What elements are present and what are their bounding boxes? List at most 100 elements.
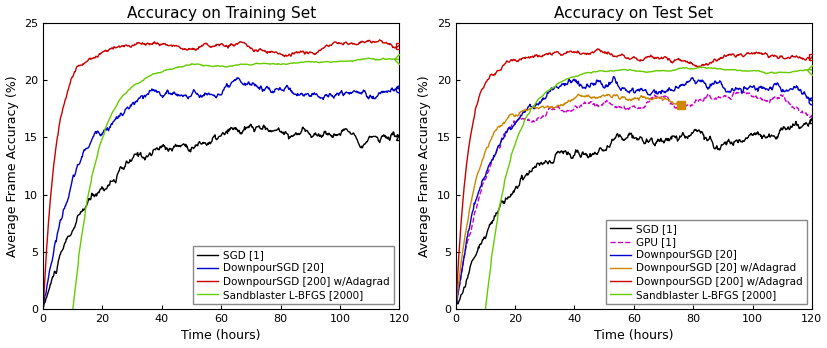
DownpourSGD [200] w/Adagrad xyxy=(275,52,285,56)
Sandblaster L-BFGS [2000] xyxy=(806,68,816,72)
Title: Accuracy on Test Set: Accuracy on Test Set xyxy=(553,6,713,21)
SGD [1] xyxy=(450,307,460,311)
SGD [1] xyxy=(805,117,815,121)
SGD [1] xyxy=(611,132,621,136)
DownpourSGD [200] w/Adagrad xyxy=(394,44,404,48)
Line: GPU [1]: GPU [1] xyxy=(455,92,811,309)
DownpourSGD [200] w/Adagrad xyxy=(719,53,729,57)
Legend: SGD [1], GPU [1], DownpourSGD [20], DownpourSGD [20] w/Adagrad, DownpourSGD [200: SGD [1], GPU [1], DownpourSGD [20], Down… xyxy=(605,220,805,304)
Sandblaster L-BFGS [2000] xyxy=(394,57,404,62)
DownpourSGD [20] xyxy=(248,81,258,85)
Sandblaster L-BFGS [2000] xyxy=(101,125,111,129)
DownpourSGD [200] w/Adagrad xyxy=(806,55,816,59)
SGD [1] xyxy=(718,142,728,146)
DownpourSGD [200] w/Adagrad xyxy=(199,42,209,46)
DownpourSGD [20] w/Adagrad xyxy=(551,105,561,109)
Y-axis label: Average Frame Accuracy (%): Average Frame Accuracy (%) xyxy=(418,75,431,257)
DownpourSGD [20] w/Adagrad xyxy=(623,98,633,102)
DownpourSGD [20] xyxy=(612,82,622,86)
DownpourSGD [20] xyxy=(233,76,243,80)
DownpourSGD [200] w/Adagrad xyxy=(592,47,602,51)
Line: Sandblaster L-BFGS [2000]: Sandblaster L-BFGS [2000] xyxy=(73,58,399,309)
GPU [1] xyxy=(688,102,698,106)
GPU [1] xyxy=(718,94,728,98)
SGD [1] xyxy=(542,160,552,165)
DownpourSGD [20] xyxy=(276,88,286,92)
DownpourSGD [20] w/Adagrad xyxy=(572,92,582,96)
DownpourSGD [20] xyxy=(661,89,671,94)
DownpourSGD [20] xyxy=(542,90,552,95)
DownpourSGD [20] w/Adagrad xyxy=(585,95,595,100)
Line: DownpourSGD [20]: DownpourSGD [20] xyxy=(43,78,399,309)
DownpourSGD [20] w/Adagrad xyxy=(575,93,585,97)
SGD [1] xyxy=(513,184,523,188)
DownpourSGD [20] w/Adagrad xyxy=(676,103,686,107)
Line: SGD [1]: SGD [1] xyxy=(43,124,399,309)
DownpourSGD [200] w/Adagrad xyxy=(130,42,140,46)
DownpourSGD [20] w/Adagrad xyxy=(490,128,500,132)
DownpourSGD [20] xyxy=(394,87,404,92)
Sandblaster L-BFGS [2000] xyxy=(199,63,209,68)
X-axis label: Time (hours): Time (hours) xyxy=(181,330,261,342)
Y-axis label: Average Frame Accuracy (%): Average Frame Accuracy (%) xyxy=(6,75,18,257)
GPU [1] xyxy=(806,113,816,117)
DownpourSGD [20] w/Adagrad xyxy=(618,96,628,100)
DownpourSGD [20] xyxy=(688,79,698,83)
Sandblaster L-BFGS [2000] xyxy=(542,89,552,93)
Sandblaster L-BFGS [2000] xyxy=(275,62,285,66)
GPU [1] xyxy=(660,94,670,98)
Title: Accuracy on Training Set: Accuracy on Training Set xyxy=(127,6,315,21)
DownpourSGD [20] xyxy=(307,92,317,96)
GPU [1] xyxy=(513,116,523,120)
GPU [1] xyxy=(737,89,747,94)
DownpourSGD [20] xyxy=(719,87,729,91)
GPU [1] xyxy=(611,105,621,109)
Line: DownpourSGD [200] w/Adagrad: DownpourSGD [200] w/Adagrad xyxy=(43,40,399,309)
SGD [1] xyxy=(806,118,816,122)
Sandblaster L-BFGS [2000] xyxy=(611,68,621,72)
Sandblaster L-BFGS [2000] xyxy=(688,66,698,71)
SGD [1] xyxy=(688,130,698,134)
GPU [1] xyxy=(450,307,460,311)
Sandblaster L-BFGS [2000] xyxy=(306,60,316,64)
DownpourSGD [20] w/Adagrad xyxy=(450,307,460,311)
SGD [1] xyxy=(660,137,670,141)
SGD [1] xyxy=(246,122,256,126)
Line: DownpourSGD [20]: DownpourSGD [20] xyxy=(455,77,811,309)
Sandblaster L-BFGS [2000] xyxy=(130,83,140,87)
X-axis label: Time (hours): Time (hours) xyxy=(593,330,672,342)
DownpourSGD [20] xyxy=(130,102,140,106)
DownpourSGD [200] w/Adagrad xyxy=(248,48,258,52)
SGD [1] xyxy=(199,141,209,145)
SGD [1] xyxy=(38,307,48,311)
SGD [1] xyxy=(307,135,317,139)
Line: DownpourSGD [200] w/Adagrad: DownpourSGD [200] w/Adagrad xyxy=(455,49,811,309)
SGD [1] xyxy=(248,127,258,131)
DownpourSGD [200] w/Adagrad xyxy=(513,58,523,63)
DownpourSGD [20] xyxy=(806,98,816,103)
GPU [1] xyxy=(542,108,552,112)
DownpourSGD [20] xyxy=(38,307,48,311)
SGD [1] xyxy=(130,152,140,156)
Sandblaster L-BFGS [2000] xyxy=(718,68,728,72)
Sandblaster L-BFGS [2000] xyxy=(660,69,670,73)
Line: SGD [1]: SGD [1] xyxy=(455,119,811,309)
DownpourSGD [200] w/Adagrad xyxy=(101,49,111,53)
DownpourSGD [200] w/Adagrad xyxy=(542,52,552,56)
Legend: SGD [1], DownpourSGD [20], DownpourSGD [200] w/Adagrad, Sandblaster L-BFGS [2000: SGD [1], DownpourSGD [20], DownpourSGD [… xyxy=(193,246,394,304)
DownpourSGD [200] w/Adagrad xyxy=(688,63,698,67)
DownpourSGD [200] w/Adagrad xyxy=(450,307,460,311)
DownpourSGD [200] w/Adagrad xyxy=(612,54,622,58)
DownpourSGD [20] xyxy=(513,117,523,121)
DownpourSGD [20] xyxy=(101,128,111,132)
SGD [1] xyxy=(394,135,404,139)
SGD [1] xyxy=(276,129,286,134)
DownpourSGD [200] w/Adagrad xyxy=(375,38,385,42)
Line: Sandblaster L-BFGS [2000]: Sandblaster L-BFGS [2000] xyxy=(485,67,811,309)
DownpourSGD [200] w/Adagrad xyxy=(38,307,48,311)
SGD [1] xyxy=(101,187,111,191)
Sandblaster L-BFGS [2000] xyxy=(513,132,523,136)
DownpourSGD [200] w/Adagrad xyxy=(661,55,671,59)
Sandblaster L-BFGS [2000] xyxy=(248,63,258,67)
Line: DownpourSGD [20] w/Adagrad: DownpourSGD [20] w/Adagrad xyxy=(455,94,681,309)
